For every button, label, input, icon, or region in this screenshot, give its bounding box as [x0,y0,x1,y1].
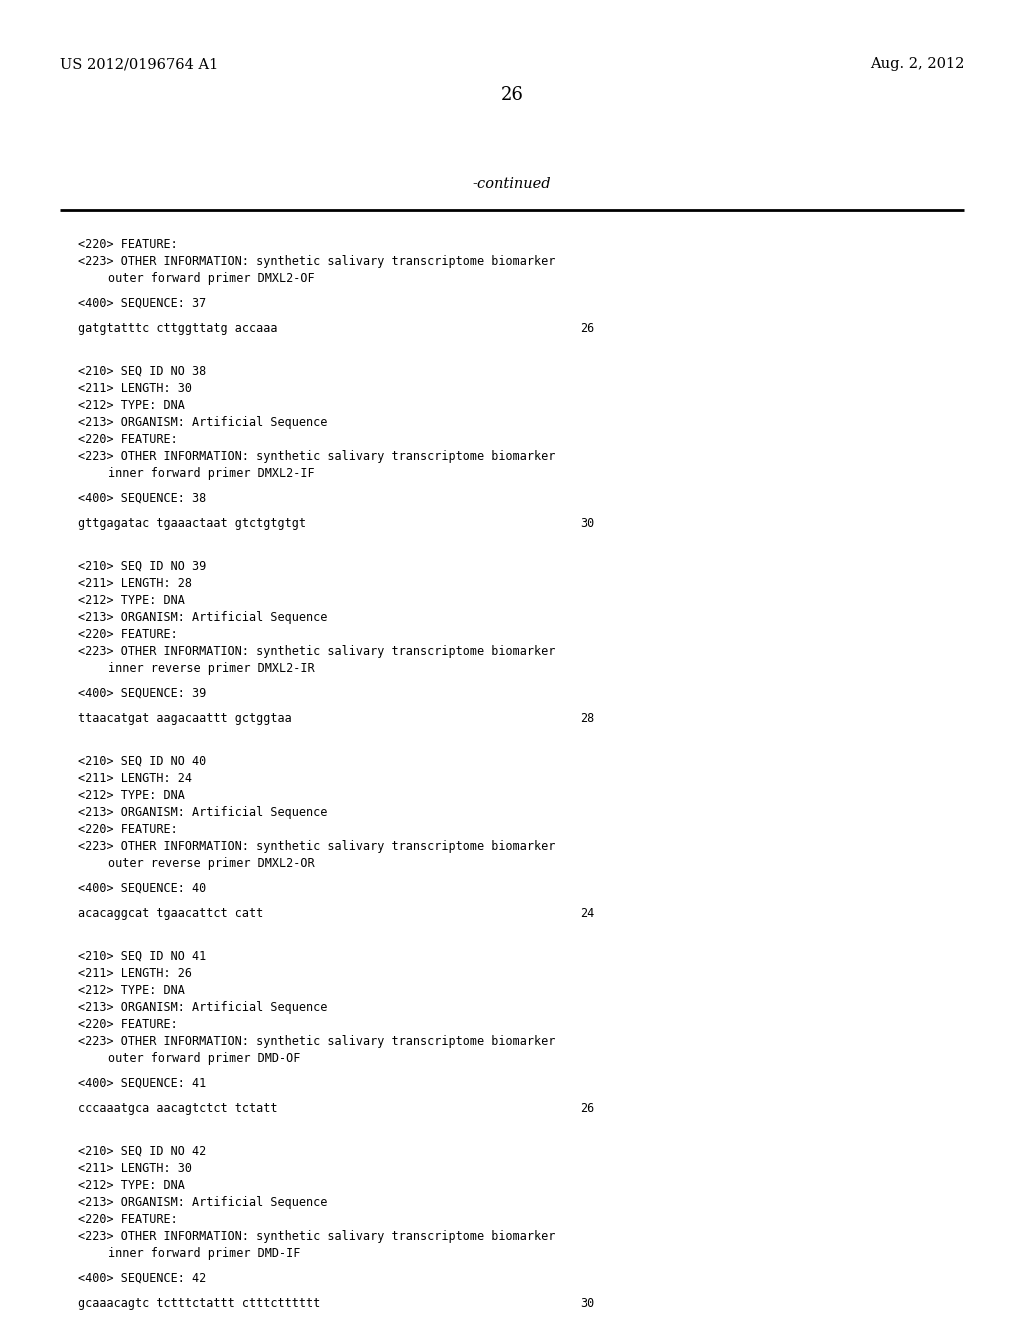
Text: <210> SEQ ID NO 42: <210> SEQ ID NO 42 [78,1144,206,1158]
Text: <400> SEQUENCE: 42: <400> SEQUENCE: 42 [78,1272,206,1284]
Text: <220> FEATURE:: <220> FEATURE: [78,1213,178,1226]
Text: <211> LENGTH: 28: <211> LENGTH: 28 [78,577,193,590]
Text: <223> OTHER INFORMATION: synthetic salivary transcriptome biomarker: <223> OTHER INFORMATION: synthetic saliv… [78,840,555,853]
Text: <212> TYPE: DNA: <212> TYPE: DNA [78,983,185,997]
Text: <213> ORGANISM: Artificial Sequence: <213> ORGANISM: Artificial Sequence [78,611,328,624]
Text: -continued: -continued [473,177,551,191]
Text: <213> ORGANISM: Artificial Sequence: <213> ORGANISM: Artificial Sequence [78,1001,328,1014]
Text: gcaaacagtc tctttctattt ctttctttttt: gcaaacagtc tctttctattt ctttctttttt [78,1298,321,1309]
Text: <400> SEQUENCE: 40: <400> SEQUENCE: 40 [78,882,206,895]
Text: 24: 24 [580,907,594,920]
Text: 26: 26 [580,322,594,335]
Text: <213> ORGANISM: Artificial Sequence: <213> ORGANISM: Artificial Sequence [78,1196,328,1209]
Text: inner forward primer DMD-IF: inner forward primer DMD-IF [108,1247,300,1261]
Text: gttgagatac tgaaactaat gtctgtgtgt: gttgagatac tgaaactaat gtctgtgtgt [78,517,306,531]
Text: gatgtatttc cttggttatg accaaa: gatgtatttc cttggttatg accaaa [78,322,278,335]
Text: 26: 26 [580,1102,594,1115]
Text: <210> SEQ ID NO 40: <210> SEQ ID NO 40 [78,755,206,768]
Text: <211> LENGTH: 30: <211> LENGTH: 30 [78,381,193,395]
Text: <400> SEQUENCE: 41: <400> SEQUENCE: 41 [78,1077,206,1090]
Text: <223> OTHER INFORMATION: synthetic salivary transcriptome biomarker: <223> OTHER INFORMATION: synthetic saliv… [78,1035,555,1048]
Text: <212> TYPE: DNA: <212> TYPE: DNA [78,1179,185,1192]
Text: <220> FEATURE:: <220> FEATURE: [78,822,178,836]
Text: outer forward primer DMD-OF: outer forward primer DMD-OF [108,1052,300,1065]
Text: <220> FEATURE:: <220> FEATURE: [78,1018,178,1031]
Text: acacaggcat tgaacattct catt: acacaggcat tgaacattct catt [78,907,263,920]
Text: <220> FEATURE:: <220> FEATURE: [78,238,178,251]
Text: <212> TYPE: DNA: <212> TYPE: DNA [78,594,185,607]
Text: US 2012/0196764 A1: US 2012/0196764 A1 [60,57,218,71]
Text: ttaacatgat aagacaattt gctggtaa: ttaacatgat aagacaattt gctggtaa [78,711,292,725]
Text: <211> LENGTH: 30: <211> LENGTH: 30 [78,1162,193,1175]
Text: <211> LENGTH: 24: <211> LENGTH: 24 [78,772,193,785]
Text: inner forward primer DMXL2-IF: inner forward primer DMXL2-IF [108,467,314,480]
Text: cccaaatgca aacagtctct tctatt: cccaaatgca aacagtctct tctatt [78,1102,278,1115]
Text: <210> SEQ ID NO 38: <210> SEQ ID NO 38 [78,366,206,378]
Text: <400> SEQUENCE: 38: <400> SEQUENCE: 38 [78,492,206,506]
Text: outer reverse primer DMXL2-OR: outer reverse primer DMXL2-OR [108,857,314,870]
Text: <223> OTHER INFORMATION: synthetic salivary transcriptome biomarker: <223> OTHER INFORMATION: synthetic saliv… [78,645,555,657]
Text: <213> ORGANISM: Artificial Sequence: <213> ORGANISM: Artificial Sequence [78,416,328,429]
Text: <212> TYPE: DNA: <212> TYPE: DNA [78,399,185,412]
Text: outer forward primer DMXL2-OF: outer forward primer DMXL2-OF [108,272,314,285]
Text: <211> LENGTH: 26: <211> LENGTH: 26 [78,968,193,979]
Text: <210> SEQ ID NO 39: <210> SEQ ID NO 39 [78,560,206,573]
Text: 30: 30 [580,1298,594,1309]
Text: <212> TYPE: DNA: <212> TYPE: DNA [78,789,185,803]
Text: <223> OTHER INFORMATION: synthetic salivary transcriptome biomarker: <223> OTHER INFORMATION: synthetic saliv… [78,1230,555,1243]
Text: <213> ORGANISM: Artificial Sequence: <213> ORGANISM: Artificial Sequence [78,807,328,818]
Text: <223> OTHER INFORMATION: synthetic salivary transcriptome biomarker: <223> OTHER INFORMATION: synthetic saliv… [78,255,555,268]
Text: 28: 28 [580,711,594,725]
Text: inner reverse primer DMXL2-IR: inner reverse primer DMXL2-IR [108,663,314,675]
Text: <210> SEQ ID NO 41: <210> SEQ ID NO 41 [78,950,206,964]
Text: <223> OTHER INFORMATION: synthetic salivary transcriptome biomarker: <223> OTHER INFORMATION: synthetic saliv… [78,450,555,463]
Text: <400> SEQUENCE: 37: <400> SEQUENCE: 37 [78,297,206,310]
Text: 30: 30 [580,517,594,531]
Text: 26: 26 [501,86,523,104]
Text: Aug. 2, 2012: Aug. 2, 2012 [869,57,964,71]
Text: <400> SEQUENCE: 39: <400> SEQUENCE: 39 [78,686,206,700]
Text: <220> FEATURE:: <220> FEATURE: [78,628,178,642]
Text: <220> FEATURE:: <220> FEATURE: [78,433,178,446]
